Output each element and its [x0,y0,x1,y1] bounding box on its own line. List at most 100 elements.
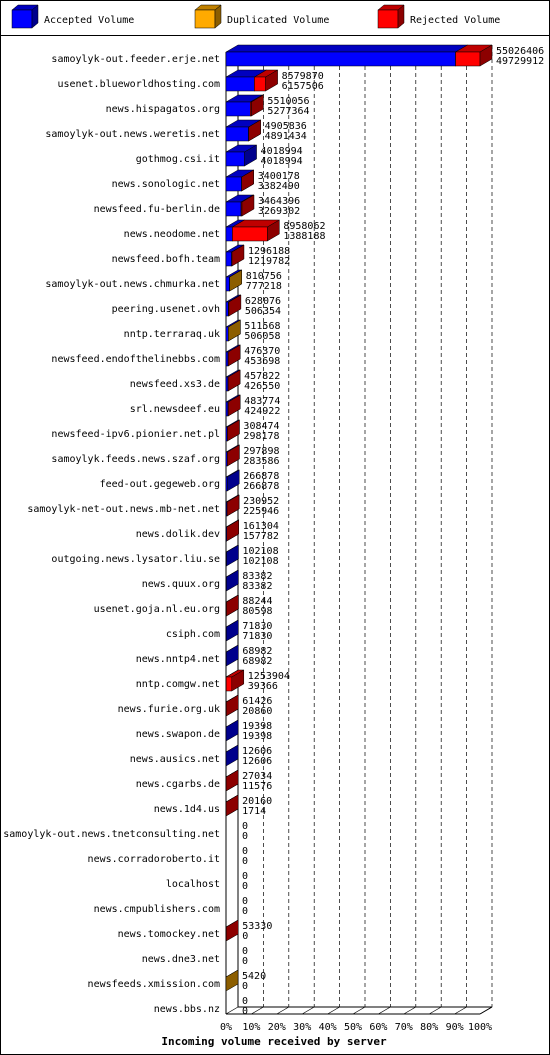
bar-side [225,769,239,792]
y-tick-label: samoylyk-out.feeder.erje.net [51,54,220,65]
y-tick-label: nntp.terraraq.uk [124,329,220,340]
value-label: 1388188 [283,231,325,242]
value-label: 6157506 [282,81,324,92]
y-tick-label: news.furie.org.uk [118,704,220,715]
tick-mark [302,1006,315,1015]
y-tick-label: news.nntp4.net [136,654,220,665]
legend-swatch [194,9,216,29]
bar-total [240,169,255,192]
value-label: 0 [242,981,248,992]
tick-mark [429,1006,442,1015]
bar-total [249,94,265,117]
bar-side [227,344,241,367]
y-tick-label: news.quux.org [142,579,220,590]
bar-side [225,719,239,742]
bar-side [241,169,254,192]
value-label: 61426 [242,696,272,707]
value-label: 102108 [242,556,278,567]
legend-label: Accepted Volume [44,15,134,26]
bar-total [230,244,245,267]
value-label: 457822 [244,371,280,382]
bar-side [228,319,241,342]
value-label: 1253904 [248,671,290,682]
bar-total [226,494,240,517]
value-label: 71830 [242,621,272,632]
bar-side [241,194,255,217]
y-tick-label: peering.usenet.ovh [112,304,220,315]
bar-side [226,594,239,617]
bar-total [225,694,240,717]
bar-front [455,51,481,67]
bar-front [225,201,242,217]
y-tick-label: localhost [166,879,220,890]
tick-mark [378,1006,391,1015]
bar-side [226,644,239,667]
bar-total [228,269,243,292]
bar-side [231,244,245,267]
value-label: 5420 [242,971,266,982]
bar-total [247,119,262,142]
value-label: 0 [242,996,248,1007]
y-tick-label: srl.newsdeef.eu [130,404,220,415]
y-tick-label: news.neodome.net [124,229,220,240]
y-tick-label: outgoing.news.lysator.liu.se [51,554,220,565]
tick-mark [251,1006,264,1015]
value-label: 1219782 [248,256,290,267]
y-tick-label: news.dne3.net [142,954,220,965]
x-tick-label: 90% [446,1022,464,1033]
value-label: 0 [242,871,248,882]
y-tick-label: news.sonologic.net [112,179,220,190]
legend-swatch-side [214,4,222,29]
value-label: 157782 [243,531,279,542]
value-label: 20860 [242,706,272,717]
y-tick-label: gothmog.csi.it [136,154,220,165]
bar-side [251,94,264,117]
bar-accepted [225,44,469,67]
y-tick-label: samoylyk-out.news.weretis.net [45,129,220,140]
tick-mark [479,1006,493,1015]
bar-front [232,226,268,242]
bar-total [225,919,240,942]
y-tick-label: news.ausics.net [130,754,220,765]
bar-total [225,794,240,817]
bar-front [225,301,229,317]
bar-front [225,401,229,417]
value-label: 12606 [242,746,272,757]
bar-front [225,676,233,692]
value-label: 483774 [244,396,280,407]
bar-front [225,51,456,67]
bar-total [225,969,239,992]
value-label: 0 [242,856,248,867]
value-label: 1714 [242,806,266,817]
y-tick-label: newsfeed-ipv6.pionier.net.pl [51,429,220,440]
y-tick-label: usenet.blueworldhosting.com [57,79,220,90]
value-label: 55026406 [496,46,544,57]
value-label: 80598 [242,606,272,617]
bar-side [227,369,241,392]
bar-front [225,351,229,367]
value-label: 266878 [243,481,279,492]
x-tick-label: 100% [468,1022,492,1033]
bar-accepted [225,719,240,742]
value-label: 5277364 [267,106,309,117]
value-label: 8579870 [282,71,324,82]
value-label: 225946 [243,506,279,517]
value-label: 308474 [243,421,279,432]
value-label: 3269302 [258,206,300,217]
bar-total [225,594,240,617]
bar-front [225,126,249,142]
value-label: 0 [242,931,248,942]
bar-side [225,794,239,817]
y-tick-label: newsfeed.fu-berlin.de [94,204,220,215]
bar-side [228,294,242,317]
value-label: 19398 [242,731,272,742]
value-label: 0 [242,881,248,892]
bar-accepted [225,544,240,567]
legend-item: Rejected Volume [377,4,500,29]
y-tick-label: news.tomockey.net [118,929,220,940]
value-label: 68982 [242,646,272,657]
x-tick-label: 30% [293,1022,311,1033]
bar-total [226,419,241,442]
bar-total [227,394,242,417]
